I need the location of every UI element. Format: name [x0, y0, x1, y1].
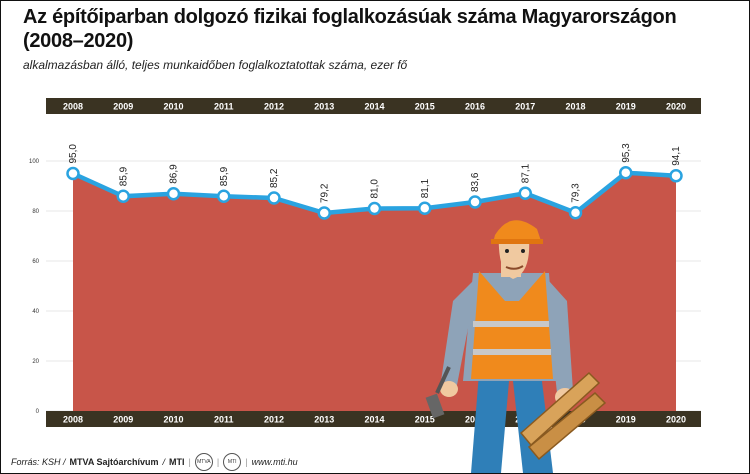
value-labels: 95,0 85,9 86,9 85,9 85,2 79,2 81,0 81,1 83,6 87,1… — [68, 143, 682, 203]
footer-agency: MTI — [169, 457, 185, 467]
footer-archive: MTVA Sajtóarchívum — [69, 457, 159, 467]
data-label: 81,1 — [420, 178, 431, 198]
x-tick-label: 2014 — [364, 102, 384, 112]
x-tick-label: 2018 — [565, 102, 585, 112]
data-label: 85,9 — [118, 166, 129, 186]
data-label: 94,1 — [671, 146, 682, 166]
mti-logo-icon: MTI — [223, 453, 242, 471]
x-tick-label: 2013 — [314, 415, 334, 425]
x-tick-label: 2013 — [314, 102, 334, 112]
data-point — [317, 206, 331, 220]
footer-separator: | — [216, 457, 220, 467]
top-band-background — [46, 98, 701, 114]
data-label: 95,3 — [621, 143, 632, 163]
y-tick-label: 40 — [32, 309, 39, 315]
x-tick-label: 2009 — [113, 415, 133, 425]
x-tick-label: 2020 — [666, 102, 686, 112]
x-tick-label: 2010 — [163, 415, 183, 425]
data-label: 86,9 — [169, 164, 180, 184]
data-point — [468, 195, 482, 209]
y-tick-label: 0 — [36, 409, 40, 415]
construction-worker-illustration — [425, 220, 607, 473]
data-point — [619, 166, 633, 180]
footer-separator: | — [188, 457, 191, 467]
x-tick-label: 2019 — [616, 415, 636, 425]
bottom-year-band: 2008200920102011201220132014201520162017… — [46, 411, 701, 427]
data-point — [166, 187, 181, 201]
x-tick-label: 2016 — [465, 415, 485, 425]
data-point — [66, 166, 80, 181]
x-tick-label: 2012 — [264, 102, 284, 112]
footer-website[interactable]: www.mti.hu — [251, 457, 298, 467]
data-label: 95,0 — [68, 144, 79, 164]
x-tick-label: 2014 — [364, 415, 384, 425]
x-tick-label: 2016 — [465, 102, 485, 112]
mtva-logo-icon: MTVA — [194, 453, 213, 471]
data-label: 79,2 — [319, 183, 330, 203]
x-tick-label: 2008 — [63, 415, 83, 425]
y-tick-label: 60 — [32, 259, 39, 265]
x-tick-label: 2012 — [264, 415, 284, 425]
data-point — [669, 169, 683, 183]
y-tick-label: 20 — [32, 359, 39, 365]
data-point — [418, 201, 432, 215]
data-label: 87,1 — [520, 163, 531, 183]
chart-title: Az építőiparban dolgozó fizikai foglalko… — [23, 6, 677, 52]
y-axis-ticks: 0 20 40 60 80 100 — [29, 159, 40, 415]
x-tick-label: 2011 — [214, 415, 234, 425]
data-label: 85,9 — [219, 166, 230, 186]
x-tick-label: 2010 — [163, 102, 183, 112]
x-tick-label: 2015 — [415, 415, 435, 425]
x-tick-label: 2017 — [515, 102, 535, 112]
x-tick-label: 2015 — [415, 102, 435, 112]
data-point — [267, 191, 281, 205]
footer: Forrás: KSH / MTVA Sajtóarchívum / MTI |… — [11, 453, 298, 471]
data-point — [568, 206, 583, 220]
chart-subtitle: alkalmazásban álló, teljes munkaidőben f… — [23, 58, 408, 72]
x-tick-label: 2019 — [616, 102, 636, 112]
y-tick-label: 80 — [32, 209, 39, 215]
data-label: 81,0 — [370, 179, 381, 199]
data-label: 79,3 — [571, 183, 582, 203]
top-year-band: 2008 2009 2010 2011 2012 2013 2014 2015 2016 2017… — [46, 98, 701, 114]
footer-slash: / — [162, 457, 166, 467]
footer-source: Forrás: KSH / — [11, 457, 66, 467]
footer-separator: | — [245, 457, 248, 467]
x-tick-label: 2020 — [666, 415, 686, 425]
x-tick-label: 2011 — [214, 102, 234, 112]
data-label: 85,2 — [269, 168, 280, 188]
data-label: 83,6 — [470, 172, 481, 192]
data-point — [518, 186, 532, 200]
y-tick-label: 100 — [29, 159, 40, 165]
x-tick-label: 2008 — [63, 102, 83, 112]
data-point — [367, 201, 382, 216]
x-tick-label: 2009 — [113, 102, 133, 112]
data-point — [116, 189, 130, 203]
data-point — [217, 189, 231, 203]
